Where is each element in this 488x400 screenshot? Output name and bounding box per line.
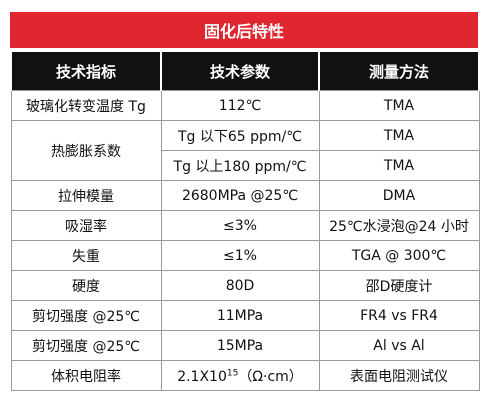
column-header: 测量方法 [318, 52, 480, 91]
cell: ≤3% [160, 210, 320, 241]
cell: 邵D硬度计 [318, 270, 480, 301]
cell: 吸湿率 [10, 210, 162, 241]
row: 拉伸模量 2680MPa @25℃ DMA [10, 180, 480, 211]
cell: 表面电阻测试仪 [318, 360, 480, 391]
row: 失重 ≤1% TGA @ 300℃ [10, 240, 480, 271]
column-header: 技术指标 [10, 52, 162, 91]
row: 剪切强度 @25℃ 15MPa Al vs Al [10, 330, 480, 361]
cell: 2.1X1015（Ω·cm） [160, 360, 320, 391]
spec-table: 技术指标 技术参数 测量方法 玻璃化转变温度 Tg 112℃ TMA 热膨胀系数… [10, 52, 480, 391]
cell: 剪切强度 @25℃ [10, 300, 162, 331]
cell: TGA @ 300℃ [318, 240, 480, 271]
cell: 25℃水浸泡@24 小时 [318, 210, 480, 241]
cell: Tg 以下65 ppm/℃ [160, 120, 320, 151]
cell: Al vs Al [318, 330, 480, 361]
cell: 拉伸模量 [10, 180, 162, 211]
row: 剪切强度 @25℃ 11MPa FR4 vs FR4 [10, 300, 480, 331]
cell: DMA [318, 180, 480, 211]
value-exponent: 15 [226, 367, 239, 378]
cell: Tg 以上180 ppm/℃ [160, 150, 320, 181]
cell: TMA [318, 90, 480, 121]
value-base: 2.1X10 [177, 368, 227, 385]
cell: 112℃ [160, 90, 320, 121]
cell: 剪切强度 @25℃ [10, 330, 162, 361]
cell: TMA [318, 150, 480, 181]
row: Tg 以上180 ppm/℃ TMA [11, 150, 480, 181]
cell: 15MPa [160, 330, 320, 361]
spec-sheet: 固化后特性 技术指标 技术参数 测量方法 玻璃化转变温度 Tg 112℃ TMA… [10, 12, 480, 391]
cell: 80D [160, 270, 320, 301]
header-row: 技术指标 技术参数 测量方法 [10, 52, 480, 91]
row: 热膨胀系数 Tg 以下65 ppm/℃ TMA [10, 120, 480, 181]
cell: 硬度 [10, 270, 162, 301]
value-unit: （Ω·cm） [238, 368, 303, 385]
table-title: 固化后特性 [10, 12, 478, 48]
cell: FR4 vs FR4 [318, 300, 480, 331]
cell: 11MPa [160, 300, 320, 331]
cell: 失重 [10, 240, 162, 271]
row: 硬度 80D 邵D硬度计 [10, 270, 480, 301]
row: 体积电阻率 2.1X1015（Ω·cm） 表面电阻测试仪 [10, 360, 480, 391]
column-header: 技术参数 [160, 52, 320, 91]
cell: 玻璃化转变温度 Tg [10, 90, 162, 121]
cell: ≤1% [160, 240, 320, 271]
row: 玻璃化转变温度 Tg 112℃ TMA [10, 90, 480, 121]
cell: 2680MPa @25℃ [160, 180, 320, 211]
cell: 体积电阻率 [10, 360, 162, 391]
cell: TMA [318, 120, 480, 151]
cell: 热膨胀系数 [10, 120, 162, 181]
row: 吸湿率 ≤3% 25℃水浸泡@24 小时 [10, 210, 480, 241]
